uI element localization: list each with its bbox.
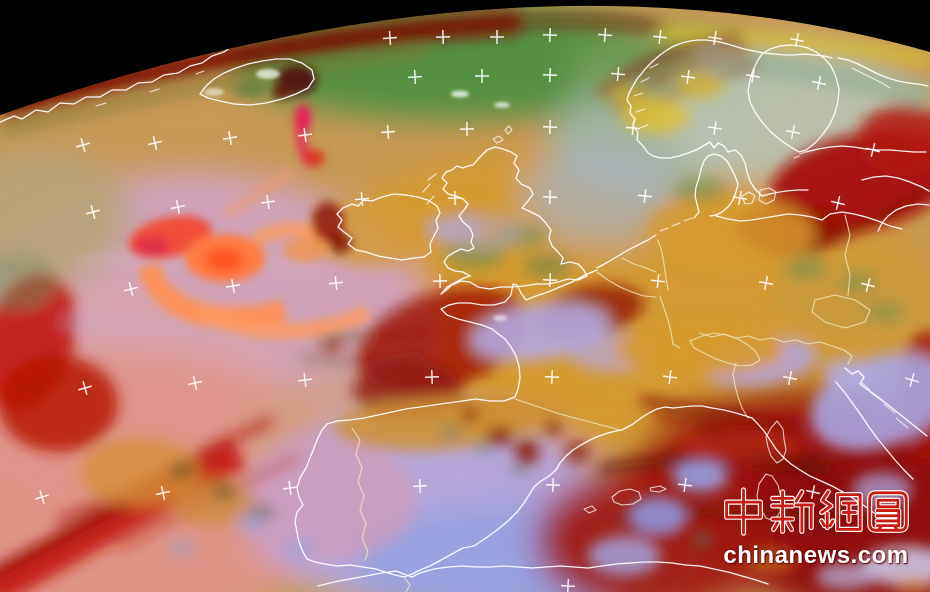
watermark-domain-text: chinanews.com [723,542,909,569]
coast-north-africa [317,561,769,587]
coast-danish-islands [741,187,777,205]
cjk-glyph-wang [819,489,863,532]
border-netherlands-belgium [621,257,657,273]
coast-croatia [844,367,928,437]
cjk-glyph-zhong [723,487,764,536]
cns-round-logo [867,490,909,533]
coast-estonia [861,175,930,192]
cns-logo-calligraphy [720,484,920,540]
country-borders [351,214,871,592]
border-switzerland [689,332,761,367]
coast-great-britain [440,146,588,295]
coastlines [0,39,930,587]
coast-ireland [336,193,441,261]
coast-france-iberia-italy [294,269,878,578]
border-morocco [403,576,411,592]
coast-netherlands-germany [596,234,657,269]
cjk-glyph-xin [770,489,815,534]
coast-gulf-of-finland [805,145,927,153]
coast-adriatic-italy [835,381,914,480]
chinanews-watermark: 中新網 chinanews.com [720,484,920,570]
border-portugal-spain [351,427,369,561]
coast-orkney-shetland [492,125,513,144]
coast-balearics [583,485,667,514]
coast-corsica [765,420,787,464]
coast-jutland [693,153,739,219]
ash-plume [128,65,372,340]
coast-aland [793,151,806,159]
coast-gulf-of-bothnia [747,44,840,153]
graticule-crosses [35,27,919,592]
border-france-belgium [596,271,657,298]
coast-kola [837,57,929,87]
coast-norway [626,39,833,197]
border-czech [811,294,871,329]
coast-sweden-south [761,189,809,197]
coast-croatian-islands [861,382,909,429]
coast-norway-fjords [633,63,659,129]
border-rhine [659,295,681,349]
cloud-specks [204,69,510,321]
coast-baltic-south [715,211,903,230]
border-belgium-germany [657,239,669,291]
coast-iceland [199,58,315,106]
border-pyrenees [514,398,621,431]
border-france-italy [732,362,749,419]
coast-wadden-islands [659,217,693,232]
coast-latvia [877,203,930,232]
coast-hebrides [422,173,437,205]
coast-greenland [0,44,235,125]
border-germany-poland [844,214,851,296]
